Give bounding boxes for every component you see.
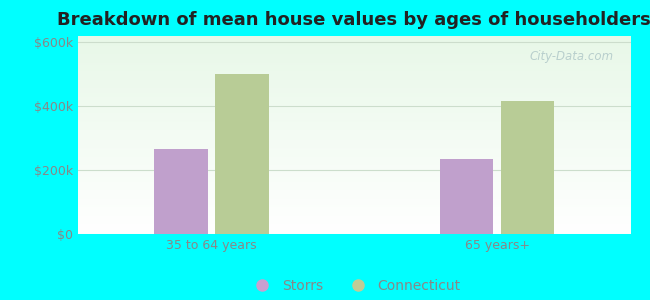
Bar [501,101,554,234]
Text: City-Data.com: City-Data.com [530,50,614,63]
Legend: Storrs, Connecticut: Storrs, Connecticut [243,273,465,298]
Title: Breakdown of mean house values by ages of householders: Breakdown of mean house values by ages o… [57,11,650,29]
Bar [440,159,493,234]
Bar [215,74,268,234]
Bar [154,149,207,234]
